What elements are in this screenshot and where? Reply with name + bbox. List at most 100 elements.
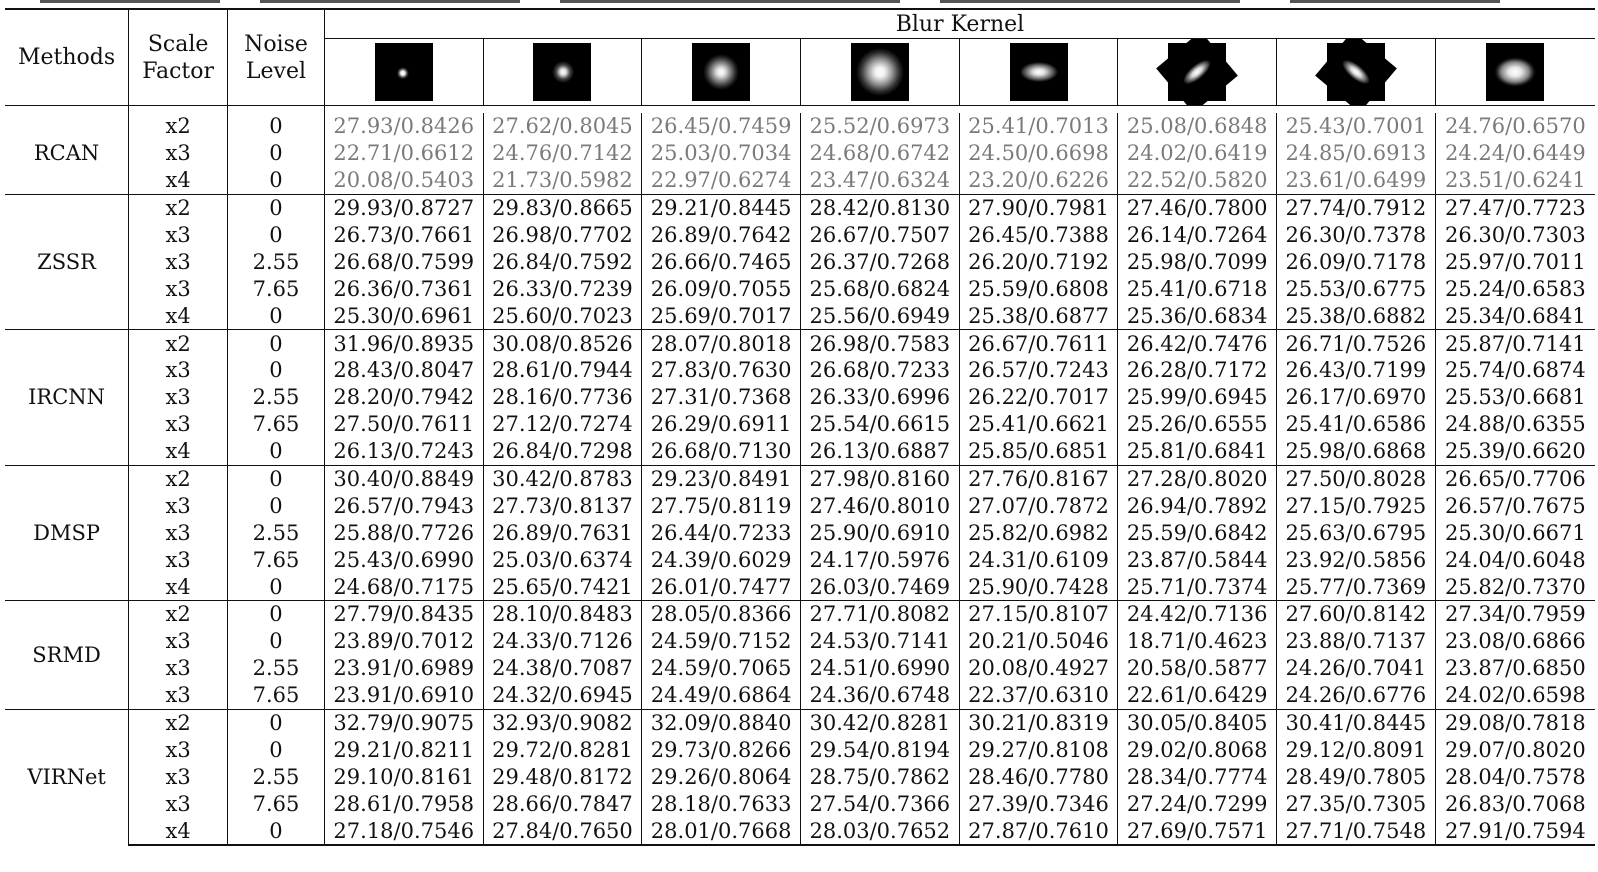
kernel-cell-8 bbox=[1435, 39, 1595, 106]
psnr-ssim-cell: 24.53/0.7141 bbox=[800, 627, 960, 655]
table-row: x3 0 26.57/0.7943 27.73/0.8137 27.75/0.8119 2… bbox=[5, 492, 1595, 520]
psnr-ssim-cell: 29.23/0.8491 bbox=[641, 464, 801, 493]
table-row: x3 2.55 26.68/0.7599 26.84/0.7592 26.66/0.74… bbox=[5, 248, 1595, 276]
psnr-ssim-cell: 26.89/0.7631 bbox=[483, 519, 643, 547]
psnr-ssim-cell: 30.41/0.8445 bbox=[1276, 708, 1436, 737]
psnr-ssim-cell: 25.43/0.7001 bbox=[1276, 113, 1436, 140]
psnr-ssim-cell: 25.34/0.6841 bbox=[1445, 303, 1586, 328]
psnr-ssim-cell: 25.38/0.6882 bbox=[1276, 302, 1436, 330]
psnr-ssim-cell: 29.26/0.8064 bbox=[641, 763, 801, 791]
psnr-ssim-cell: 20.08/0.4927 bbox=[959, 654, 1119, 682]
noise-level-cell: 7.65 bbox=[227, 681, 325, 710]
psnr-ssim-cell: 22.71/0.6612 bbox=[324, 139, 484, 167]
psnr-ssim-cell: 27.24/0.7299 bbox=[1117, 790, 1278, 818]
psnr-ssim-cell: 28.61/0.7944 bbox=[483, 357, 643, 384]
psnr-ssim-cell: 26.89/0.7642 bbox=[641, 221, 801, 249]
psnr-ssim-cell: 27.79/0.8435 bbox=[324, 600, 484, 628]
table-row: x4 0 25.30/0.6961 25.60/0.7023 25.69/0.7017 2… bbox=[5, 302, 1595, 330]
kernel-cell-2 bbox=[483, 38, 643, 106]
psnr-ssim-cell: 22.61/0.6429 bbox=[1117, 681, 1278, 710]
psnr-ssim-cell: 26.94/0.7892 bbox=[1117, 492, 1278, 520]
psnr-ssim-cell: 25.52/0.6973 bbox=[800, 113, 960, 140]
kernel-cell-5 bbox=[959, 38, 1119, 106]
psnr-ssim-cell: 24.85/0.6913 bbox=[1276, 139, 1436, 167]
psnr-ssim-cell: 23.51/0.6241 bbox=[1445, 168, 1586, 193]
psnr-ssim-cell: 27.46/0.7800 bbox=[1117, 193, 1278, 222]
psnr-ssim-cell: 25.41/0.6586 bbox=[1276, 410, 1436, 438]
table-row: x3 7.65 23.91/0.6910 24.32/0.6945 24.49/0.68… bbox=[5, 681, 1595, 710]
psnr-ssim-cell: 26.14/0.7264 bbox=[1117, 221, 1278, 249]
kernel-cell-1 bbox=[324, 38, 484, 106]
psnr-ssim-cell: 27.50/0.7611 bbox=[324, 410, 484, 438]
psnr-ssim-cell: 29.73/0.8266 bbox=[641, 736, 801, 764]
psnr-ssim-cell: 23.91/0.6989 bbox=[324, 654, 484, 682]
psnr-ssim-cell: 26.98/0.7583 bbox=[800, 329, 960, 358]
psnr-ssim-cell: 26.22/0.7017 bbox=[959, 383, 1119, 411]
psnr-ssim-cell: 23.89/0.7012 bbox=[324, 627, 484, 655]
table-row: x3 0 29.21/0.8211 29.72/0.8281 29.73/0.8266 2… bbox=[5, 736, 1595, 764]
psnr-ssim-cell: 26.17/0.6970 bbox=[1276, 383, 1436, 411]
psnr-ssim-cell: 25.39/0.6620 bbox=[1445, 439, 1586, 464]
psnr-ssim-cell: 25.69/0.7017 bbox=[641, 302, 801, 330]
psnr-ssim-cell: 26.66/0.7465 bbox=[641, 248, 801, 276]
kernel-image-row bbox=[5, 38, 1595, 106]
psnr-ssim-cell: 25.85/0.6851 bbox=[959, 437, 1119, 466]
psnr-ssim-cell: 24.59/0.7065 bbox=[641, 654, 801, 682]
psnr-ssim-cell: 25.30/0.6671 bbox=[1445, 520, 1586, 545]
scale-factor-cell: x3 bbox=[128, 736, 229, 764]
noise-level-cell: 2.55 bbox=[227, 654, 325, 682]
table-row: RCAN x2 0 27.93/0.8426 27.62/0.8045 26.45/0.7… bbox=[5, 113, 1595, 195]
psnr-ssim-cell: 26.01/0.7477 bbox=[641, 573, 801, 601]
psnr-ssim-cell: 22.97/0.6274 bbox=[641, 166, 801, 195]
psnr-ssim-cell: 24.76/0.7142 bbox=[483, 139, 643, 167]
table-body: RCAN x2 0 27.93/0.8426 27.62/0.8045 26.45/0.7… bbox=[5, 105, 1595, 847]
psnr-ssim-cell: 26.83/0.7068 bbox=[1445, 791, 1586, 816]
header-separator bbox=[5, 105, 1595, 113]
psnr-ssim-cell: 25.30/0.6961 bbox=[324, 302, 484, 330]
psnr-ssim-cell: 26.03/0.7469 bbox=[800, 573, 960, 601]
psnr-ssim-cell: 25.59/0.6842 bbox=[1117, 519, 1278, 547]
psnr-ssim-cell: 30.42/0.8281 bbox=[800, 708, 960, 737]
psnr-ssim-cell: 27.07/0.7872 bbox=[959, 492, 1119, 520]
psnr-ssim-cell: 29.72/0.8281 bbox=[483, 736, 643, 764]
psnr-ssim-cell: 26.13/0.6887 bbox=[800, 437, 960, 466]
psnr-ssim-cell: 27.34/0.7959 bbox=[1435, 600, 1595, 628]
scale-factor-cell: x3 bbox=[128, 139, 229, 167]
psnr-ssim-cell: 25.81/0.6841 bbox=[1117, 437, 1278, 466]
scale-factor-cell: x3 bbox=[128, 763, 229, 791]
psnr-ssim-cell: 24.68/0.6742 bbox=[800, 139, 960, 167]
psnr-ssim-cell: 26.20/0.7192 bbox=[959, 248, 1119, 276]
kernel-cell-6 bbox=[1117, 38, 1278, 106]
psnr-ssim-cell: 26.13/0.7243 bbox=[324, 437, 484, 466]
psnr-ssim-cell: 24.68/0.7175 bbox=[324, 573, 484, 601]
psnr-ssim-cell: 24.39/0.6029 bbox=[641, 546, 801, 574]
psnr-ssim-cell: 20.58/0.5877 bbox=[1117, 654, 1278, 682]
noise-level-cell: 0 bbox=[227, 464, 325, 493]
scale-factor-cell: x4 bbox=[128, 166, 229, 195]
blur-kernel-image-4 bbox=[850, 43, 909, 101]
psnr-ssim-cell: 26.57/0.7243 bbox=[959, 357, 1119, 384]
psnr-ssim-cell: 26.33/0.6996 bbox=[800, 383, 960, 411]
noise-level-header: Noise Level bbox=[227, 8, 325, 106]
psnr-ssim-cell: 21.73/0.5982 bbox=[483, 166, 643, 195]
psnr-ssim-cell: 18.71/0.4623 bbox=[1117, 627, 1278, 655]
psnr-ssim-cell: 25.82/0.6982 bbox=[959, 519, 1119, 547]
psnr-ssim-cell: 25.43/0.6990 bbox=[324, 546, 484, 574]
psnr-ssim-cell: 27.12/0.7274 bbox=[483, 410, 643, 438]
psnr-ssim-cell: 28.75/0.7862 bbox=[800, 763, 960, 791]
psnr-ssim-cell: 26.57/0.7675 bbox=[1445, 493, 1586, 518]
psnr-ssim-cell: 26.71/0.7526 bbox=[1276, 329, 1436, 358]
psnr-ssim-cell: 25.99/0.6945 bbox=[1117, 383, 1278, 411]
psnr-ssim-cell: 25.71/0.7374 bbox=[1117, 573, 1278, 601]
scale-factor-cell: x4 bbox=[128, 817, 229, 847]
psnr-ssim-cell: 25.38/0.6877 bbox=[959, 302, 1119, 330]
psnr-ssim-cell: 29.07/0.8020 bbox=[1445, 737, 1586, 762]
psnr-ssim-cell: 28.05/0.8366 bbox=[641, 600, 801, 628]
psnr-ssim-cell: 23.92/0.5856 bbox=[1276, 546, 1436, 574]
scale-factor-cell: x3 bbox=[128, 627, 229, 655]
psnr-ssim-cell: 26.43/0.7199 bbox=[1276, 357, 1436, 384]
scale-factor-cell: x2 bbox=[128, 464, 229, 493]
noise-level-cell: 7.65 bbox=[227, 410, 325, 438]
psnr-ssim-cell: 27.15/0.8107 bbox=[959, 600, 1119, 628]
psnr-ssim-cell: 25.41/0.6621 bbox=[959, 410, 1119, 438]
